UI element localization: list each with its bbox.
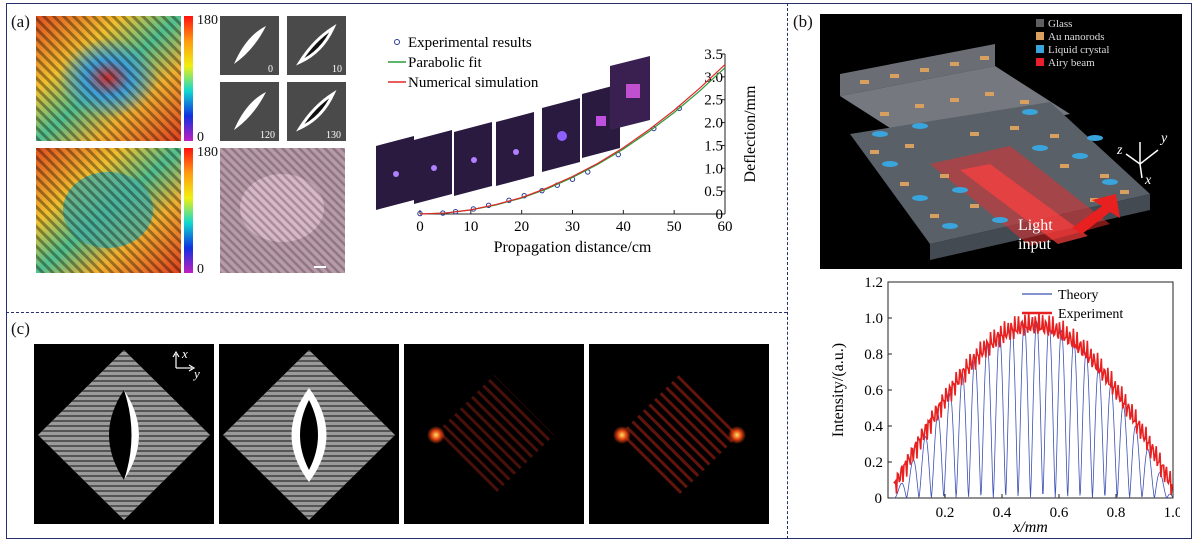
colorbar-bottom <box>184 148 193 273</box>
intensity-chart: 0 0.2 0.4 0.6 0.8 1.0 0.2 0.4 0.6 0.8 1.0 1.2 x/mm In… <box>830 275 1180 534</box>
y-tick-label: 2.5 <box>704 93 723 109</box>
y-axis-title: Intensity/(a.u.) <box>830 343 847 437</box>
series-line-theory <box>893 320 1174 499</box>
legend-airy: Airy beam <box>1048 57 1095 69</box>
x-tick-label: 20 <box>514 219 529 235</box>
origin-label: 0 <box>875 491 883 507</box>
panel-b-label: (b) <box>793 12 813 31</box>
y-tick-label: 0.5 <box>704 184 723 200</box>
y-tick-label: 0.4 <box>864 419 883 435</box>
axis-x-label: x <box>1145 173 1152 188</box>
thumb-label-120: 120 <box>260 130 275 141</box>
x-tick-label: 50 <box>667 219 682 235</box>
device-schematic <box>820 14 1182 269</box>
legend-label: Parabolic fit <box>408 55 483 71</box>
panel-c-label: (c) <box>11 319 30 338</box>
legend-lc: Liquid crystal <box>1048 44 1110 56</box>
y-tick-label: 1.0 <box>704 161 723 177</box>
figure-frame <box>6 3 1192 539</box>
axis-c-x: x <box>182 346 188 361</box>
legend-item-glass: Glass <box>1036 18 1109 31</box>
x-tick-label: 0.6 <box>1050 505 1069 521</box>
polarized-micrograph <box>220 148 345 273</box>
y-tick-label: 0.2 <box>864 455 883 471</box>
y-tick-label: 0.8 <box>864 347 883 363</box>
light-input-line2: input <box>1018 236 1051 253</box>
colorbar-top-max: 180 <box>197 13 218 28</box>
thumb-label-0: 0 <box>268 64 273 75</box>
panel-c-images <box>34 344 769 524</box>
x-tick-label: 30 <box>565 219 580 235</box>
legend-item-airy: Airy beam <box>1036 57 1109 70</box>
x-tick-label: 10 <box>463 219 478 235</box>
schematic-legend: Glass Au nanorods Liquid crystal Airy be… <box>1036 18 1109 70</box>
legend-item-lc: Liquid crystal <box>1036 44 1109 57</box>
axis-c-y: y <box>194 366 200 381</box>
x-tick-label: 0.4 <box>993 505 1012 521</box>
phase-map-measured <box>36 16 181 141</box>
plot-frame <box>887 281 1174 499</box>
horizontal-divider <box>6 312 787 313</box>
y-axis-title: Deflection/mm <box>742 85 759 182</box>
light-input-line1: Light <box>1018 217 1053 234</box>
x-tick-label: 0.8 <box>1107 505 1126 521</box>
x-axis-title: x/mm <box>1012 519 1048 534</box>
vertical-divider <box>787 3 788 539</box>
y-tick-label: 1.0 <box>864 311 883 327</box>
x-tick-label: 60 <box>718 219 733 235</box>
y-tick-label: 0.6 <box>864 383 883 399</box>
x-axis-title: Propagation distance/cm <box>494 239 652 256</box>
x-tick-label: 0 <box>416 219 424 235</box>
y-tick-label: 1.5 <box>704 138 723 154</box>
colorbar-bottom-max: 180 <box>197 145 218 160</box>
y-tick-label: 0 <box>716 207 724 223</box>
series-line-experiment <box>893 312 1174 495</box>
thumbnail-grid <box>220 16 346 141</box>
legend-glass: Glass <box>1048 18 1073 30</box>
axis-y-label: y <box>1161 131 1168 146</box>
axis-z-label: z <box>1117 143 1123 158</box>
x-tick-label: 40 <box>616 219 631 235</box>
thumb-label-10: 10 <box>332 64 342 75</box>
airy-beam-sequence <box>376 56 650 210</box>
x-tick-label: 1.0 <box>1164 505 1180 521</box>
colorbar-top-min: 0 <box>197 130 204 145</box>
legend-label: Theory <box>1058 288 1098 303</box>
legend-label: Experimental results <box>408 35 532 51</box>
legend-nanorods: Au nanorods <box>1048 31 1105 43</box>
colorbar-bottom-min: 0 <box>197 262 204 277</box>
phase-map-simulated <box>36 148 181 273</box>
legend-label: Numerical simulation <box>408 75 539 91</box>
legend-marker <box>394 39 400 45</box>
y-tick-label: 2.0 <box>704 116 723 132</box>
deflection-chart: 0 10 20 30 40 50 6000.51.01.52.02.53.03.5Propa… <box>388 35 759 256</box>
legend-label: Experiment <box>1058 307 1123 322</box>
y-tick-label: 3.5 <box>704 47 723 63</box>
series-line-numerical-simulation <box>419 64 726 215</box>
panel-a-label: (a) <box>11 12 30 31</box>
legend-item-nanorods: Au nanorods <box>1036 31 1109 44</box>
panel-a-images <box>36 16 650 273</box>
thumb-label-130: 130 <box>326 130 341 141</box>
x-tick-label: 0.2 <box>936 505 955 521</box>
colorbar-top <box>184 16 193 141</box>
y-tick-label: 1.2 <box>864 275 883 291</box>
scale-bar <box>314 266 326 268</box>
